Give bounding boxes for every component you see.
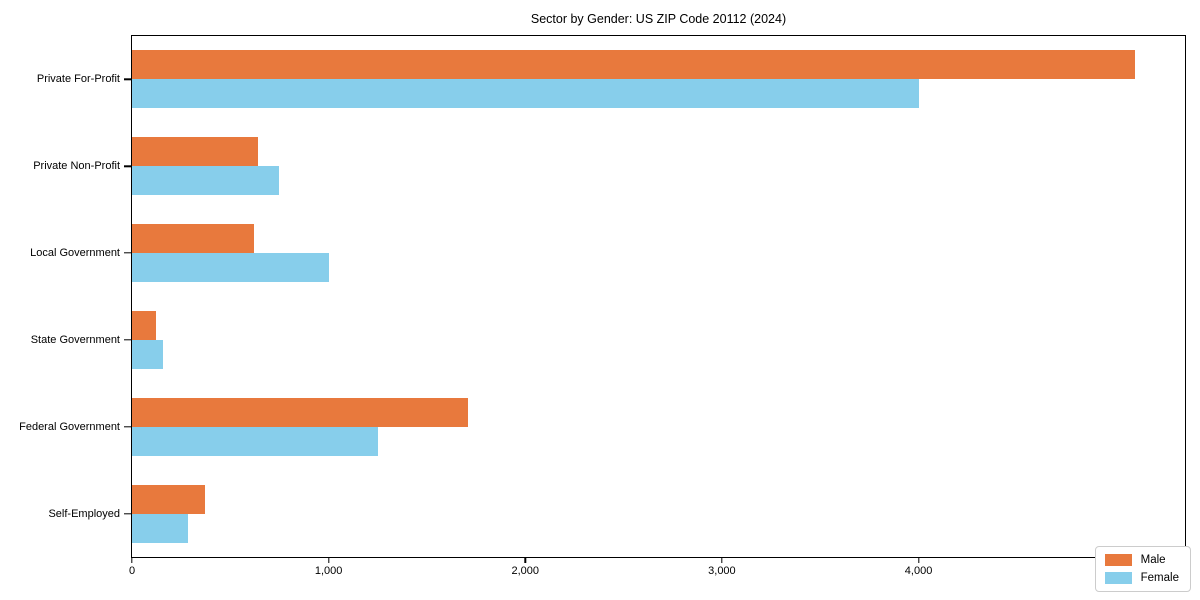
y-axis-label-self-employed: Self-Employed	[48, 507, 120, 520]
y-tick-mark-private-non-profit	[124, 165, 131, 167]
x-axis-tick-label-1-000: 1,000	[314, 565, 343, 577]
legend-label-female: Female	[1140, 572, 1179, 584]
y-axis-label-private-for-profit: Private For-Profit	[36, 73, 120, 86]
y-axis-label-local-government: Local Government	[30, 247, 120, 260]
y-axis-label-state-government: State Government	[30, 333, 120, 346]
female-legend-swatch	[1104, 572, 1132, 584]
x-axis-tick-label-2-000: 2,000	[511, 565, 540, 577]
x-tick-mark-2-000	[524, 557, 526, 563]
bar-group-self-employed	[132, 470, 1185, 557]
bar-female-federal-government	[132, 426, 378, 456]
bar-male-local-government	[132, 224, 254, 254]
legend: Male Female	[1094, 546, 1191, 592]
legend-item-female: Female	[1104, 572, 1179, 584]
legend-label-male: Male	[1140, 554, 1166, 566]
bar-group-state-government	[132, 296, 1185, 383]
y-tick-mark-federal-government	[124, 426, 131, 428]
y-axis-label-federal-government: Federal Government	[19, 420, 120, 433]
bar-group-private-non-profit	[132, 123, 1185, 210]
x-tick-mark-0	[131, 557, 133, 563]
bar-group-private-for-profit	[132, 36, 1185, 123]
y-tick-mark-self-employed	[124, 512, 131, 515]
bar-male-private-non-profit	[132, 137, 258, 167]
chart-title: Sector by Gender: US ZIP Code 20112 (202…	[530, 12, 787, 26]
y-tick-mark-local-government	[124, 252, 131, 254]
plot-area: Private For-Profit Private Non-Profit Loca…	[19, 35, 1186, 577]
bar-group-federal-government	[132, 383, 1185, 470]
x-tick-mark-4-000	[917, 557, 920, 563]
bar-female-state-government	[132, 339, 164, 369]
y-tick-mark-state-government	[124, 339, 131, 341]
bar-female-private-non-profit	[132, 166, 280, 196]
male-legend-swatch	[1104, 554, 1132, 566]
bar-male-federal-government	[132, 397, 469, 427]
bar-female-local-government	[132, 253, 329, 283]
y-tick-mark-private-for-profit	[124, 78, 131, 81]
bar-female-private-for-profit	[132, 79, 919, 109]
bar-male-self-employed	[132, 484, 205, 514]
x-tick-mark-1-000	[327, 557, 330, 563]
bar-female-self-employed	[132, 513, 189, 543]
x-tick-mark-3-000	[721, 557, 723, 563]
bar-male-private-for-profit	[132, 50, 1135, 80]
legend-item-male: Male	[1104, 554, 1179, 566]
y-axis-label-private-non-profit: Private Non-Profit	[33, 160, 120, 173]
x-axis-tick-label-4-000: 4,000	[904, 565, 933, 577]
bar-group-local-government	[132, 210, 1185, 297]
x-axis-tick-label-0: 0	[128, 565, 136, 577]
bar-male-state-government	[132, 310, 156, 340]
x-axis-tick-label-3-000: 3,000	[708, 565, 736, 577]
